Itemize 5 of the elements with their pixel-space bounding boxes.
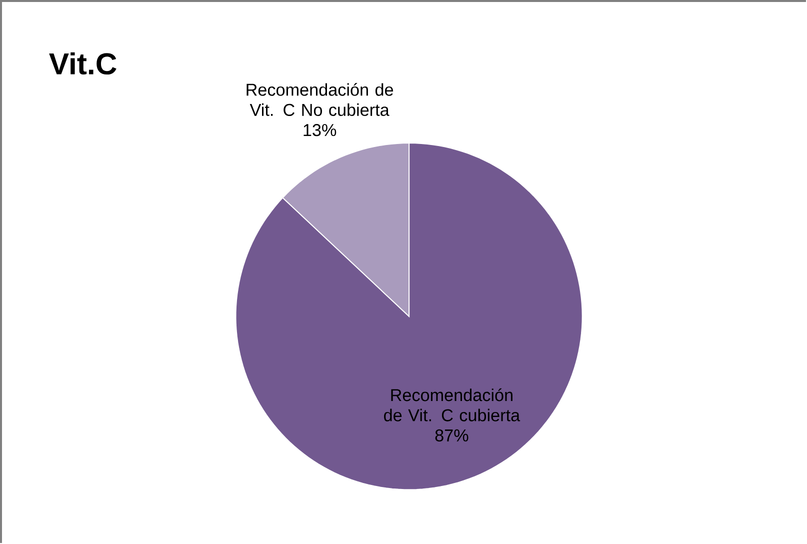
chart-title: Vit.C xyxy=(49,52,116,75)
data-label: 13% xyxy=(304,124,336,136)
data-label: 87% xyxy=(435,429,468,442)
slice-label: Recomendación de Vit. C cubierta xyxy=(384,388,520,422)
slice-label: Recomendación de Vit. C No cubierta xyxy=(246,83,394,116)
